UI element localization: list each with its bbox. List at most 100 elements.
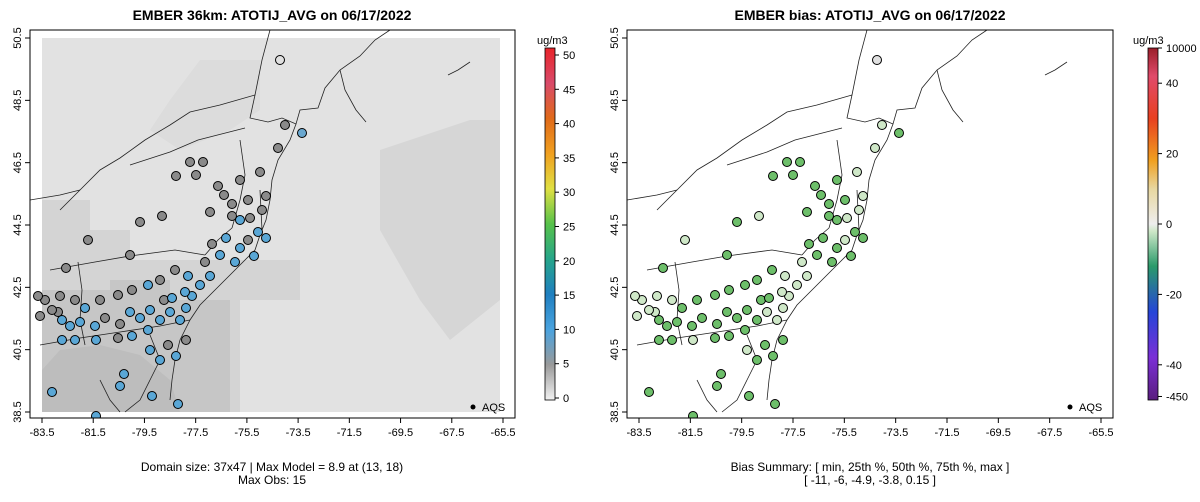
right-y-tick-label: 38.5	[609, 401, 621, 422]
obs-marker	[135, 313, 145, 323]
obs-marker	[200, 257, 210, 267]
obs-marker	[275, 55, 285, 65]
obs-marker	[170, 265, 180, 275]
obs-marker	[181, 335, 191, 345]
obs-marker	[198, 157, 208, 167]
obs-marker	[70, 335, 80, 345]
bias-marker	[762, 307, 772, 317]
obs-marker	[230, 257, 240, 267]
bias-marker	[840, 235, 850, 245]
left-x-axis: -83.5 -81.5 -79.5 -77.5 -75.5 -73.5 -71.5 -69.5…	[29, 418, 516, 439]
obs-marker	[253, 227, 263, 237]
right-coastlines	[627, 30, 1068, 413]
obs-marker	[191, 170, 201, 180]
obs-marker	[171, 171, 181, 181]
obs-marker	[227, 211, 237, 221]
obs-marker	[80, 303, 90, 313]
left-colorbar-unit: ug/m3	[537, 35, 568, 47]
bias-marker	[667, 295, 677, 305]
obs-marker	[167, 293, 177, 303]
obs-marker	[135, 217, 145, 227]
left-cb-tick-label: 45	[563, 84, 575, 96]
obs-marker	[147, 391, 157, 401]
bias-marker	[752, 355, 762, 365]
bias-marker	[712, 381, 722, 391]
obs-marker	[245, 213, 255, 223]
right-y-tick-label: 40.5	[609, 339, 621, 360]
left-x-tick-label: -81.5	[81, 427, 106, 439]
right-x-tick-label: -77.5	[780, 427, 805, 439]
obs-marker	[273, 143, 283, 153]
bias-marker	[770, 399, 780, 409]
obs-marker	[195, 280, 205, 290]
bias-marker	[722, 250, 732, 260]
obs-marker	[70, 295, 80, 305]
obs-marker	[219, 190, 229, 200]
bias-marker	[824, 199, 834, 209]
bias-marker	[752, 315, 762, 325]
right-x-tick-label: -65.5	[1088, 427, 1113, 439]
bias-marker	[802, 207, 812, 217]
bias-marker	[724, 331, 734, 341]
bias-marker	[752, 275, 762, 285]
bias-marker	[782, 157, 792, 167]
obs-marker	[115, 319, 125, 329]
bias-marker	[724, 285, 734, 295]
left-y-tick-label: 44.5	[12, 214, 24, 235]
obs-marker	[95, 295, 105, 305]
right-y-tick-label: 46.5	[609, 152, 621, 173]
bias-marker	[742, 345, 752, 355]
left-cb-tick-label: 0	[563, 393, 569, 405]
bias-marker	[630, 291, 640, 301]
right-x-tick-label: -69.5	[986, 427, 1011, 439]
obs-marker	[65, 321, 75, 331]
right-x-tick-label: -71.5	[934, 427, 959, 439]
left-cb-tick-label: 50	[563, 50, 575, 62]
obs-marker	[163, 340, 173, 350]
bias-marker	[672, 317, 682, 327]
bias-marker	[767, 265, 777, 275]
obs-marker	[297, 128, 307, 138]
bias-marker	[760, 340, 770, 350]
right-colorbar	[1147, 47, 1159, 401]
obs-marker	[165, 307, 175, 317]
right-x-tick-label: -83.5	[626, 427, 651, 439]
bias-marker	[667, 335, 677, 345]
bias-marker	[644, 305, 654, 315]
left-y-tick-label: 38.5	[12, 401, 24, 422]
obs-marker	[205, 207, 215, 217]
obs-marker	[57, 315, 67, 325]
model-cells-east	[380, 120, 500, 340]
obs-marker	[181, 303, 191, 313]
bias-marker	[870, 143, 880, 153]
model-cells-peak	[42, 345, 180, 412]
right-footer-line2: [ -11, -6, -4.9, -3.8, 0.15 ]	[804, 473, 936, 487]
right-x-tick-label: -81.5	[678, 427, 703, 439]
obs-marker	[185, 157, 195, 167]
obs-marker	[235, 175, 245, 185]
left-y-tick-label: 46.5	[12, 152, 24, 173]
bias-marker	[632, 311, 642, 321]
bias-marker	[688, 335, 698, 345]
obs-marker	[115, 381, 125, 391]
bias-marker	[832, 215, 842, 225]
bias-marker	[795, 157, 805, 167]
bias-marker	[768, 171, 778, 181]
bias-marker	[697, 313, 707, 323]
right-x-tick-label: -73.5	[883, 427, 908, 439]
left-x-tick-label: -83.5	[29, 427, 54, 439]
left-x-tick-label: -67.5	[439, 427, 464, 439]
right-cb-tick-label: -450	[1166, 391, 1188, 403]
right-y-tick-label: 50.5	[609, 27, 621, 48]
obs-marker	[205, 271, 215, 281]
left-y-axis: 50.5 48.5 46.5 44.5 42.5 40.5 38.5	[12, 27, 30, 423]
bias-marker	[802, 271, 812, 281]
obs-marker	[113, 290, 123, 300]
bias-marker	[810, 181, 820, 191]
obs-marker	[235, 215, 245, 225]
obs-marker	[155, 315, 165, 325]
obs-marker	[171, 351, 181, 361]
bias-marker	[652, 291, 662, 301]
left-footer-line1: Domain size: 37x47 | Max Model = 8.9 at …	[141, 460, 403, 474]
